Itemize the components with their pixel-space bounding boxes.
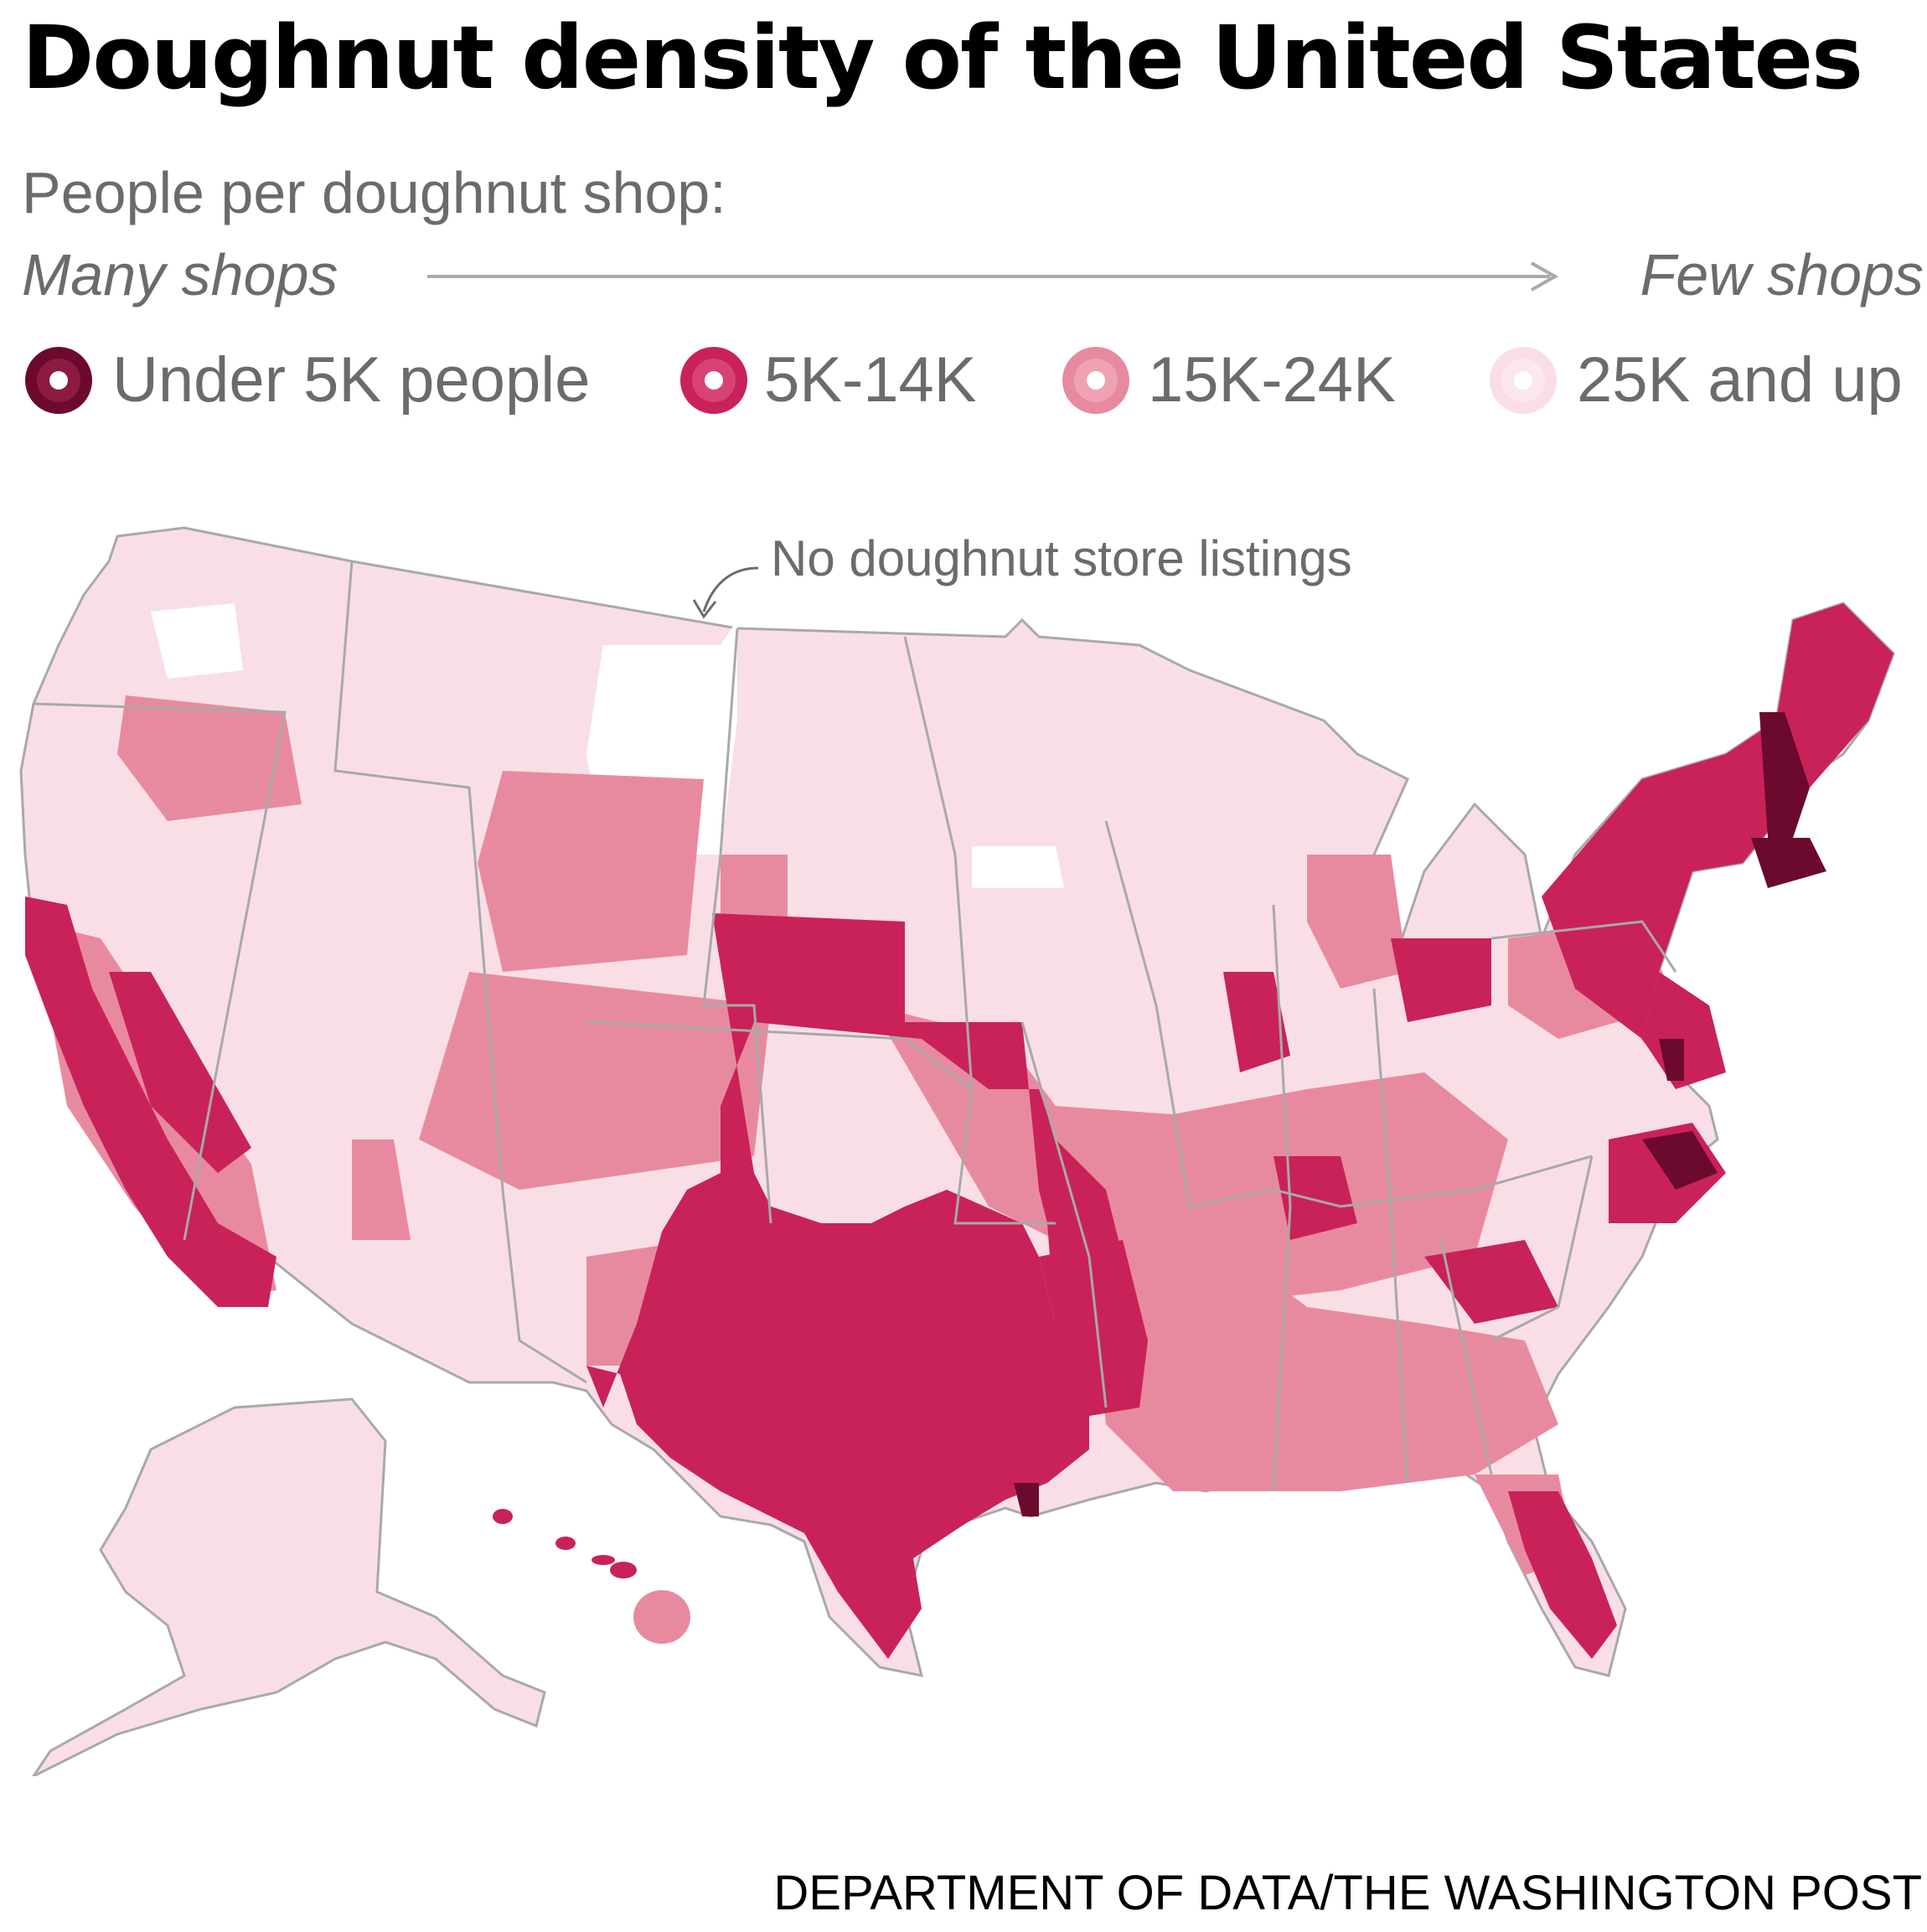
no-listings-north-dakota xyxy=(972,846,1064,888)
region-delaware xyxy=(1659,1039,1684,1081)
state-border-line xyxy=(484,988,587,1384)
region-southeast xyxy=(1089,1257,1558,1491)
annotation-arrowhead-icon xyxy=(692,599,717,619)
region-houston xyxy=(1014,1483,1039,1516)
hawaii xyxy=(493,1509,690,1644)
doughnut-icon xyxy=(680,347,747,414)
doughnut-icon xyxy=(1062,347,1129,414)
scale-arrow-icon xyxy=(427,261,1559,292)
alaska-shape xyxy=(32,1397,546,1776)
region-arizona-south xyxy=(352,1139,411,1240)
region-ohio-indiana xyxy=(1223,972,1290,1072)
hawaii-island-oahu xyxy=(555,1537,576,1550)
state-border-line xyxy=(1490,920,1677,973)
legend-label: 15K-24K xyxy=(1148,344,1396,416)
region-california-coast xyxy=(25,896,276,1307)
state-border-line xyxy=(702,628,772,1224)
tier-2-regions xyxy=(25,603,1893,1659)
region-michigan xyxy=(1307,855,1408,989)
region-virginia-coast xyxy=(1642,1131,1718,1190)
region-florida-south xyxy=(1508,1491,1617,1659)
state-border-line xyxy=(333,560,488,989)
legend-label: 25K and up xyxy=(1577,344,1903,416)
legend-label: Under 5K people xyxy=(112,344,591,416)
doughnut-icon xyxy=(1490,347,1557,414)
hawaii-island-kauai xyxy=(493,1509,513,1524)
us-choropleth-map xyxy=(19,526,1895,1776)
state-border-line xyxy=(1372,988,1409,1484)
region-tennessee-arkansas xyxy=(1273,1156,1357,1240)
state-border-line xyxy=(1439,1239,1493,1475)
alaska xyxy=(32,1397,546,1776)
state-border-line xyxy=(586,1020,973,1091)
region-kansas-oklahoma-texas xyxy=(586,913,1148,1659)
region-new-hampshire xyxy=(1759,712,1810,838)
annotation-arrow-icon xyxy=(702,566,759,612)
region-midwest-patches xyxy=(871,1005,1508,1307)
state-border-line xyxy=(1104,820,1593,1208)
state-border-line xyxy=(1020,1021,1108,1408)
scale-low-label: Many shops xyxy=(22,242,338,307)
annotation-pointer xyxy=(692,566,759,619)
region-nevada-west xyxy=(109,972,251,1173)
legend-subtitle: People per doughnut shop: xyxy=(22,160,726,225)
no-listings-washington xyxy=(151,603,243,679)
region-new-england xyxy=(1542,603,1893,1039)
region-oregon-east xyxy=(117,695,302,821)
region-mississippi-valley xyxy=(1039,1240,1148,1408)
hawaii-island-maui xyxy=(610,1562,637,1578)
state-border-line xyxy=(33,702,287,1241)
state-border-line xyxy=(1272,904,1292,1492)
tier-1-regions xyxy=(1014,712,1826,1516)
region-massachusetts xyxy=(1751,838,1826,888)
hawaii-island-big xyxy=(633,1590,690,1644)
map-title: Doughnut density of the United States xyxy=(22,7,1863,109)
region-georgia-carolina xyxy=(1424,1240,1558,1324)
state-border-line xyxy=(1490,1155,1594,1342)
region-wyoming xyxy=(478,771,704,972)
region-ohio-east xyxy=(1391,938,1491,1022)
scale-high-label: Few shops xyxy=(1640,242,1924,307)
doughnut-icon xyxy=(25,347,92,414)
legend-label: 5K-14K xyxy=(764,344,977,416)
no-listings-annotation: No doughnut store listings xyxy=(771,530,1352,586)
state-borders xyxy=(33,560,1677,1492)
hawaii-island-molokai xyxy=(592,1555,615,1565)
source-credit: DEPARTMENT OF DATA/THE WASHINGTON POST xyxy=(773,1866,1922,1920)
